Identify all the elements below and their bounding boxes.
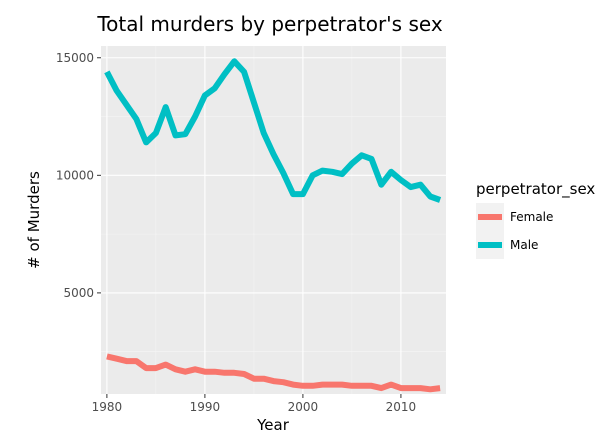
series-line-male — [104, 58, 442, 203]
legend-title: perpetrator_sex — [476, 180, 595, 199]
axes: 1980 1990 2000 2010 5000 10000 15000 — [56, 51, 416, 414]
series-layer — [104, 58, 442, 393]
grid — [101, 46, 446, 394]
x-tick-label: 1980 — [92, 400, 123, 414]
y-tick-label: 10000 — [56, 168, 94, 182]
chart-title: Total murders by perpetrator's sex — [96, 12, 442, 36]
legend-label-female: Female — [510, 210, 553, 224]
x-axis-title: Year — [256, 416, 290, 434]
plot-panel — [101, 46, 446, 394]
legend: perpetrator_sex Female Male — [476, 180, 595, 259]
x-tick-label: 2000 — [288, 400, 319, 414]
series-line-female — [106, 353, 441, 393]
y-axis-title: # of Murders — [25, 171, 43, 269]
y-tick-label: 5000 — [63, 286, 94, 300]
x-tick-label: 2010 — [386, 400, 417, 414]
y-tick-label: 15000 — [56, 51, 94, 65]
x-tick-label: 1990 — [190, 400, 221, 414]
legend-label-male: Male — [510, 238, 538, 252]
